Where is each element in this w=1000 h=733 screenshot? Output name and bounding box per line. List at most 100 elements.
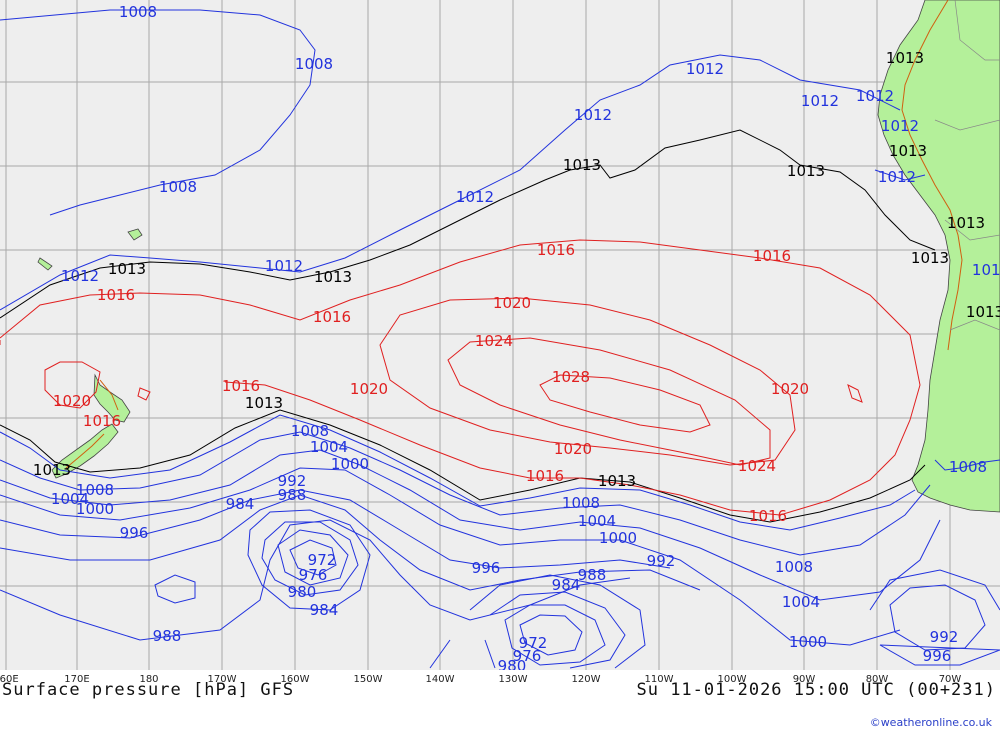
lon-label: 90W xyxy=(792,674,816,685)
lon-label: 70W xyxy=(938,674,962,685)
isobar-label: 1016 xyxy=(97,286,135,304)
isobar-label: 1016 xyxy=(222,377,260,395)
isobar-label: 1013 xyxy=(563,156,601,174)
isobar-996-low-c xyxy=(869,569,1000,666)
isobar-label: 1008 xyxy=(295,55,333,73)
lon-label: 180 xyxy=(139,674,159,685)
isobar-1020-main xyxy=(379,297,796,466)
isobar-1000-south xyxy=(0,467,901,646)
isobar-label: 1013 xyxy=(966,303,1000,321)
isobar-label: 1013 xyxy=(886,49,924,67)
isobar-976-low-a xyxy=(277,529,349,586)
isobar-label: 984 xyxy=(310,601,339,619)
isobar-label: 1024 xyxy=(475,332,513,350)
isobar-label: 1012 xyxy=(61,267,99,285)
isobar-label: 1008 xyxy=(291,422,329,440)
isobar-label: 1020 xyxy=(350,380,388,398)
isobar-label: 1020 xyxy=(53,392,91,410)
isobar-label: 988 xyxy=(278,486,307,504)
isobar-label: 1024 xyxy=(738,457,776,475)
isobar-label: 988 xyxy=(153,627,182,645)
isobar-label: 976 xyxy=(513,647,542,665)
isobar-label: 980 xyxy=(498,657,527,670)
new-zealand-south-island xyxy=(51,423,119,479)
new-caledonia-island xyxy=(37,257,53,271)
isobar-label: 1000 xyxy=(789,633,827,651)
new-zealand-north-island xyxy=(93,373,131,423)
isobar-1008-north xyxy=(0,9,316,216)
isobar-label: 972 xyxy=(519,634,548,652)
lon-label: 170E xyxy=(64,674,90,685)
isobar-label: 1004 xyxy=(310,438,348,456)
isobar-972-low-a xyxy=(289,539,337,576)
isobar-980-low-b xyxy=(484,591,626,669)
isobar-labels: 1008 1008 1008 1012 1012 1012 1012 1012 … xyxy=(33,3,1000,670)
lon-label: 120W xyxy=(571,674,601,685)
isobar-1012-south xyxy=(0,414,916,531)
isobar-label: 996 xyxy=(120,524,149,542)
isobar-972-low-b xyxy=(519,614,583,656)
isobar-label: 1004 xyxy=(578,512,616,530)
isobar-label: 1004 xyxy=(51,490,89,508)
isobar-label: 1016 xyxy=(526,467,564,485)
lon-label: 160W xyxy=(280,674,310,685)
isobar-label: 1012 xyxy=(972,261,1000,279)
south-america xyxy=(877,0,1000,513)
isobar-label: 992 xyxy=(278,472,307,490)
isobar-label: 1012 xyxy=(265,257,303,275)
isobar-label: 1013 xyxy=(889,142,927,160)
isobar-label: 972 xyxy=(308,551,337,569)
isobar-label: 1008 xyxy=(775,558,813,576)
isobar-label: 1013 xyxy=(787,162,825,180)
isobar-1016-north xyxy=(0,239,921,516)
pressure-map: 1008 1008 1008 1012 1012 1012 1012 1012 … xyxy=(0,0,1000,670)
lon-label: 150W xyxy=(353,674,383,685)
isobar-label: 1020 xyxy=(771,380,809,398)
forecast-datetime: Su 11-01-2026 15:00 UTC (00+231) xyxy=(636,680,996,700)
isobar-label: 1004 xyxy=(782,593,820,611)
map-title: Surface pressure [hPa] GFS xyxy=(2,680,295,700)
isobar-label: 1020 xyxy=(554,440,592,458)
isobar-1013-south xyxy=(0,409,926,523)
isobar-988-small xyxy=(154,574,196,604)
isobar-1016-nz xyxy=(0,340,151,401)
isobar-1012-peru xyxy=(874,169,926,181)
isobar-label: 1012 xyxy=(881,117,919,135)
country-borders xyxy=(934,0,1000,331)
isobar-label: 1013 xyxy=(598,472,636,490)
lon-label: 110W xyxy=(644,674,674,685)
isobar-label: 1013 xyxy=(314,268,352,286)
isobar-label: 976 xyxy=(299,566,328,584)
isobar-label: 1008 xyxy=(949,458,987,476)
isobar-1004-south xyxy=(0,449,941,601)
isobar-label: 1012 xyxy=(456,188,494,206)
isobar-label: 1008 xyxy=(159,178,197,196)
isobar-label: 1012 xyxy=(686,60,724,78)
isobar-label: 1012 xyxy=(856,87,894,105)
isobar-label: 1016 xyxy=(83,412,121,430)
isobar-label: 1008 xyxy=(119,3,157,21)
isobar-label: 980 xyxy=(288,583,317,601)
credit-link[interactable]: ©weatheronline.co.uk xyxy=(869,716,992,729)
land xyxy=(37,0,1000,513)
isobar-label: 996 xyxy=(472,559,501,577)
isobar-996 xyxy=(0,489,671,569)
isobar-976-low-b xyxy=(504,604,606,666)
isobar-label: 1012 xyxy=(574,106,612,124)
lon-label: 100W xyxy=(717,674,747,685)
isobar-label: 1000 xyxy=(331,455,369,473)
isobar-lines xyxy=(0,9,1000,669)
fiji-island xyxy=(127,228,143,241)
isobar-label: 1013 xyxy=(108,260,146,278)
isobar-1013-north xyxy=(0,129,936,319)
ocean-background xyxy=(0,0,1000,670)
isobar-1024 xyxy=(447,337,771,466)
isobar-label: 1016 xyxy=(313,308,351,326)
isobar-label: 988 xyxy=(578,566,607,584)
isobar-label: 1020 xyxy=(493,294,531,312)
isobar-1020-nz xyxy=(44,361,101,409)
isobar-1028 xyxy=(539,374,711,433)
isobar-980-low-a xyxy=(261,521,359,596)
isobar-1012-north xyxy=(0,54,901,311)
